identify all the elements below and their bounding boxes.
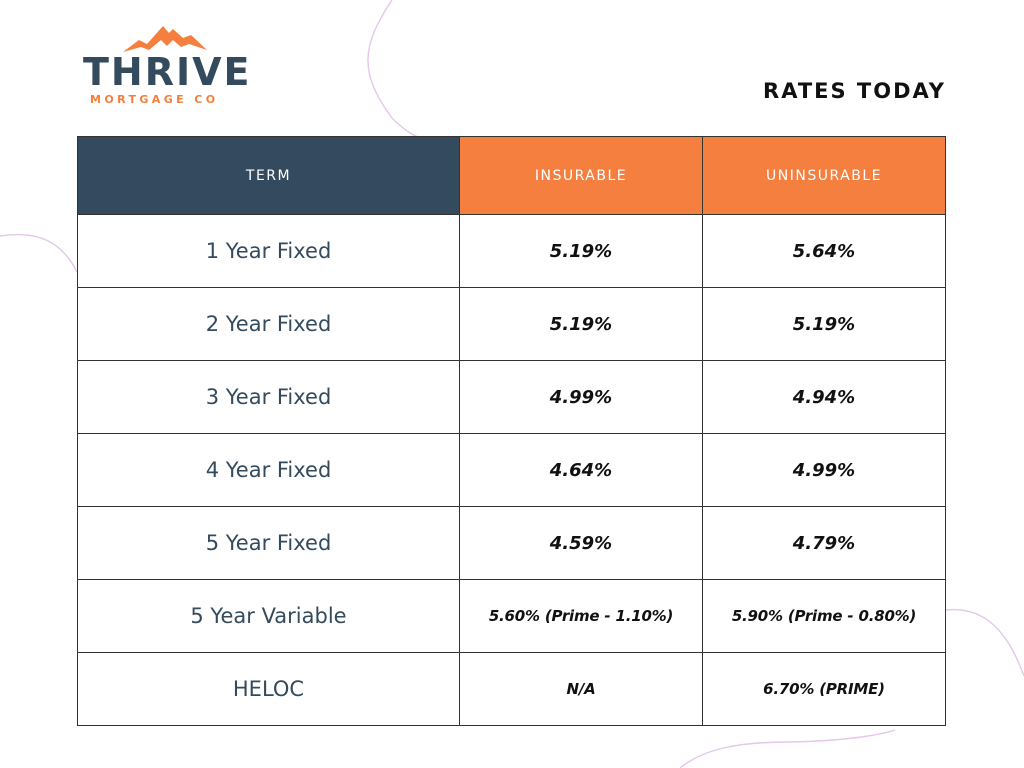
column-header-term: TERM bbox=[77, 136, 460, 215]
logo-tagline: MORTGAGE CO bbox=[90, 93, 219, 106]
company-logo: THRIVE MORTGAGE CO bbox=[83, 22, 253, 108]
decor-line bbox=[367, 0, 419, 138]
logo-wordmark: THRIVE bbox=[83, 50, 252, 94]
term-cell: HELOC bbox=[77, 652, 460, 726]
insurable-rate-cell: 5.60% (Prime - 1.10%) bbox=[459, 579, 703, 653]
table-header-row: TERM INSURABLE UNINSURABLE bbox=[77, 136, 946, 215]
table-row: 5 Year Variable 5.60% (Prime - 1.10%) 5.… bbox=[77, 579, 946, 653]
insurable-rate-cell: N/A bbox=[459, 652, 703, 726]
column-header-uninsurable: UNINSURABLE bbox=[702, 136, 946, 215]
uninsurable-rate-cell: 6.70% (PRIME) bbox=[702, 652, 946, 726]
mountain-icon bbox=[123, 26, 207, 52]
table-row: HELOC N/A 6.70% (PRIME) bbox=[77, 652, 946, 726]
rates-table: TERM INSURABLE UNINSURABLE 1 Year Fixed … bbox=[77, 136, 946, 726]
term-cell: 1 Year Fixed bbox=[77, 214, 460, 288]
term-cell: 2 Year Fixed bbox=[77, 287, 460, 361]
table-row: 1 Year Fixed 5.19% 5.64% bbox=[77, 214, 946, 288]
uninsurable-rate-cell: 5.90% (Prime - 0.80%) bbox=[702, 579, 946, 653]
table-row: 2 Year Fixed 5.19% 5.19% bbox=[77, 287, 946, 361]
decor-line bbox=[945, 608, 1024, 677]
term-cell: 4 Year Fixed bbox=[77, 433, 460, 507]
table-row: 5 Year Fixed 4.59% 4.79% bbox=[77, 506, 946, 580]
column-header-insurable: INSURABLE bbox=[459, 136, 703, 215]
uninsurable-rate-cell: 5.19% bbox=[702, 287, 946, 361]
uninsurable-rate-cell: 4.79% bbox=[702, 506, 946, 580]
uninsurable-rate-cell: 4.94% bbox=[702, 360, 946, 434]
uninsurable-rate-cell: 4.99% bbox=[702, 433, 946, 507]
table-row: 4 Year Fixed 4.64% 4.99% bbox=[77, 433, 946, 507]
table-row: 3 Year Fixed 4.99% 4.94% bbox=[77, 360, 946, 434]
insurable-rate-cell: 5.19% bbox=[459, 214, 703, 288]
term-cell: 5 Year Fixed bbox=[77, 506, 460, 580]
term-cell: 3 Year Fixed bbox=[77, 360, 460, 434]
page-title: RATES TODAY bbox=[763, 79, 946, 103]
insurable-rate-cell: 5.19% bbox=[459, 287, 703, 361]
insurable-rate-cell: 4.59% bbox=[459, 506, 703, 580]
decor-line bbox=[679, 729, 896, 768]
insurable-rate-cell: 4.64% bbox=[459, 433, 703, 507]
uninsurable-rate-cell: 5.64% bbox=[702, 214, 946, 288]
decor-line bbox=[0, 233, 78, 273]
insurable-rate-cell: 4.99% bbox=[459, 360, 703, 434]
term-cell: 5 Year Variable bbox=[77, 579, 460, 653]
